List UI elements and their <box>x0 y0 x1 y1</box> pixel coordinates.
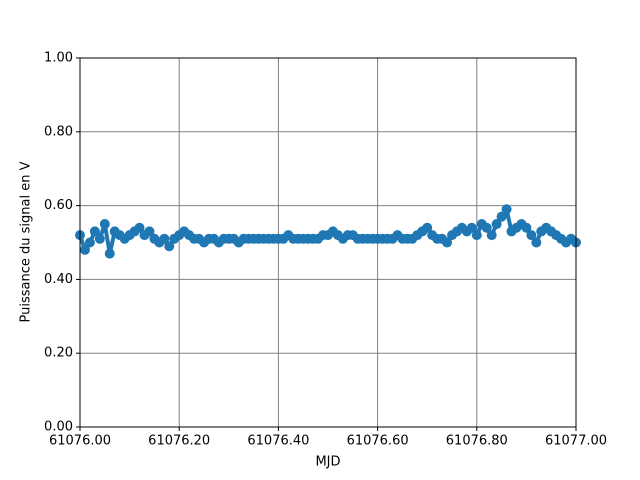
x-axis-label: MJD <box>315 455 340 470</box>
point <box>526 230 537 241</box>
y-tick-label: 0.40 <box>44 272 73 287</box>
point <box>486 230 497 241</box>
point <box>79 244 90 255</box>
point <box>481 222 492 233</box>
point <box>471 230 482 241</box>
y-tick-label: 0.80 <box>44 124 73 139</box>
point <box>89 226 100 237</box>
point <box>442 237 453 248</box>
x-tick-label: 61076.60 <box>347 434 409 449</box>
point <box>134 222 145 233</box>
y-tick-label: 0.60 <box>44 198 73 213</box>
point <box>84 237 95 248</box>
y-tick-label: 0.20 <box>44 346 73 361</box>
y-tick-label: 1.00 <box>44 51 73 66</box>
point <box>531 237 542 248</box>
x-tick-label: 61076.20 <box>148 434 210 449</box>
x-tick-label: 61076.00 <box>49 434 111 449</box>
point <box>99 219 110 230</box>
y-tick-label: 0.00 <box>44 420 73 435</box>
point <box>501 204 512 215</box>
point <box>144 226 155 237</box>
plot-frame <box>79 57 577 428</box>
point <box>164 241 175 252</box>
point <box>94 233 105 244</box>
x-tick-label: 61076.80 <box>446 434 508 449</box>
x-tick-label: 61077.00 <box>545 434 607 449</box>
point <box>496 211 507 222</box>
point <box>491 219 502 230</box>
point <box>159 233 170 244</box>
point <box>466 222 477 233</box>
point <box>521 222 532 233</box>
y-axis-label: Puissance du signal en V <box>19 161 34 322</box>
point <box>104 248 115 259</box>
point <box>422 222 433 233</box>
x-tick-label: 61076.40 <box>247 434 309 449</box>
